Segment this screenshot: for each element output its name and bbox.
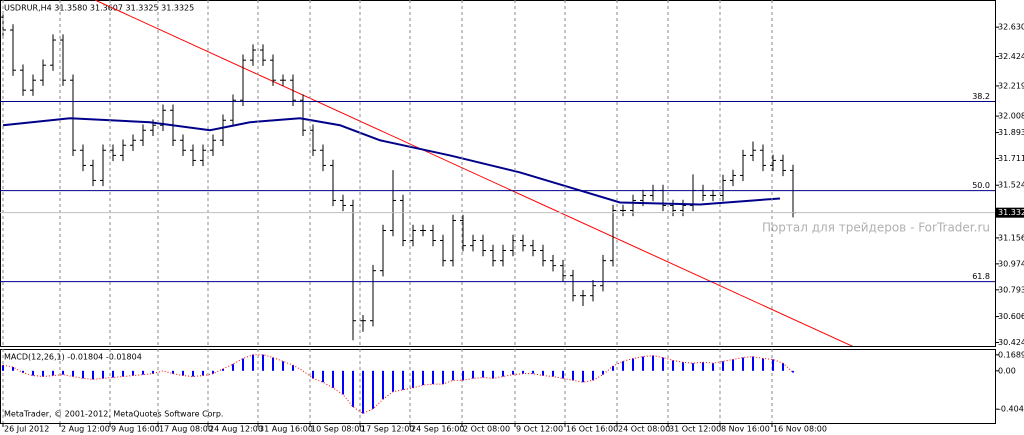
y-tick-label: 30.7930 [998, 285, 1024, 294]
chart-title: USDRUR,H4 31.3580 31.3607 31.3325 31.332… [4, 4, 194, 13]
y-tick-label: 31.8930 [998, 128, 1024, 137]
last-price-label: 31.3325 [998, 208, 1024, 217]
y-tick-label: 30.9745 [998, 259, 1024, 268]
x-tick-label: 24 Sep 16:00 [411, 425, 464, 434]
macd-y-tick-label: 0.00 [998, 366, 1016, 375]
macd-y-tick-label: 0.16891 [998, 350, 1024, 359]
y-tick-label: 32.6300 [998, 23, 1024, 32]
macd-title: MACD(12,26,1) -0.01804 -0.01804 [4, 353, 142, 362]
x-tick-label: 31 Oct 12:00 [669, 425, 721, 434]
y-tick-label: 30.6060 [998, 312, 1024, 321]
x-tick-label: 17 Sep 12:00 [361, 425, 414, 434]
x-tick-label: 16 Oct 16:00 [566, 425, 618, 434]
footer: MetaTrader, © 2001-2012, MetaQuotes Soft… [4, 410, 223, 419]
x-tick-label: 31 Aug 16:00 [259, 425, 313, 434]
macd-y-tick-label: -0.40424 [998, 405, 1024, 414]
x-tick-label: 9 Aug 16:00 [111, 425, 160, 434]
main-panel [0, 0, 996, 347]
y-tick-label: 32.2190 [998, 81, 1024, 90]
level-label: 50.0 [972, 181, 990, 190]
y-tick-label: 32.4245 [998, 52, 1024, 61]
last-price-box [995, 207, 1024, 218]
x-tick-label: 26 Jul 2012 [4, 425, 49, 434]
trend-line [94, 0, 854, 346]
y-tick-label: 31.7115 [998, 154, 1024, 163]
level-label: 38.2 [972, 92, 990, 101]
x-tick-label: 24 Oct 08:00 [618, 425, 670, 434]
y-tick-label: 31.5245 [998, 181, 1024, 190]
y-tick-label: 31.1560 [998, 233, 1024, 242]
y-tick-label: 32.0080 [998, 112, 1024, 121]
x-tick-label: 24 Aug 12:00 [209, 425, 263, 434]
x-tick-label: 10 Sep 08:00 [311, 425, 364, 434]
level-label: 61.8 [972, 272, 990, 281]
x-tick-label: 16 Nov 08:00 [773, 425, 827, 434]
macd-panel [0, 349, 996, 424]
x-tick-label: 9 Oct 12:00 [516, 425, 563, 434]
x-tick-label: 17 Aug 08:00 [159, 425, 213, 434]
x-tick-label: 2 Oct 08:00 [463, 425, 510, 434]
y-tick-label: 30.4245 [998, 338, 1024, 347]
plot-area [0, 0, 854, 346]
x-tick-label: 8 Nov 16:00 [721, 425, 770, 434]
watermark: Портал для трейдеров - ForTrader.ru [762, 221, 990, 235]
macd-signal [2, 354, 794, 415]
x-tick-label: 2 Aug 12:00 [61, 425, 110, 434]
